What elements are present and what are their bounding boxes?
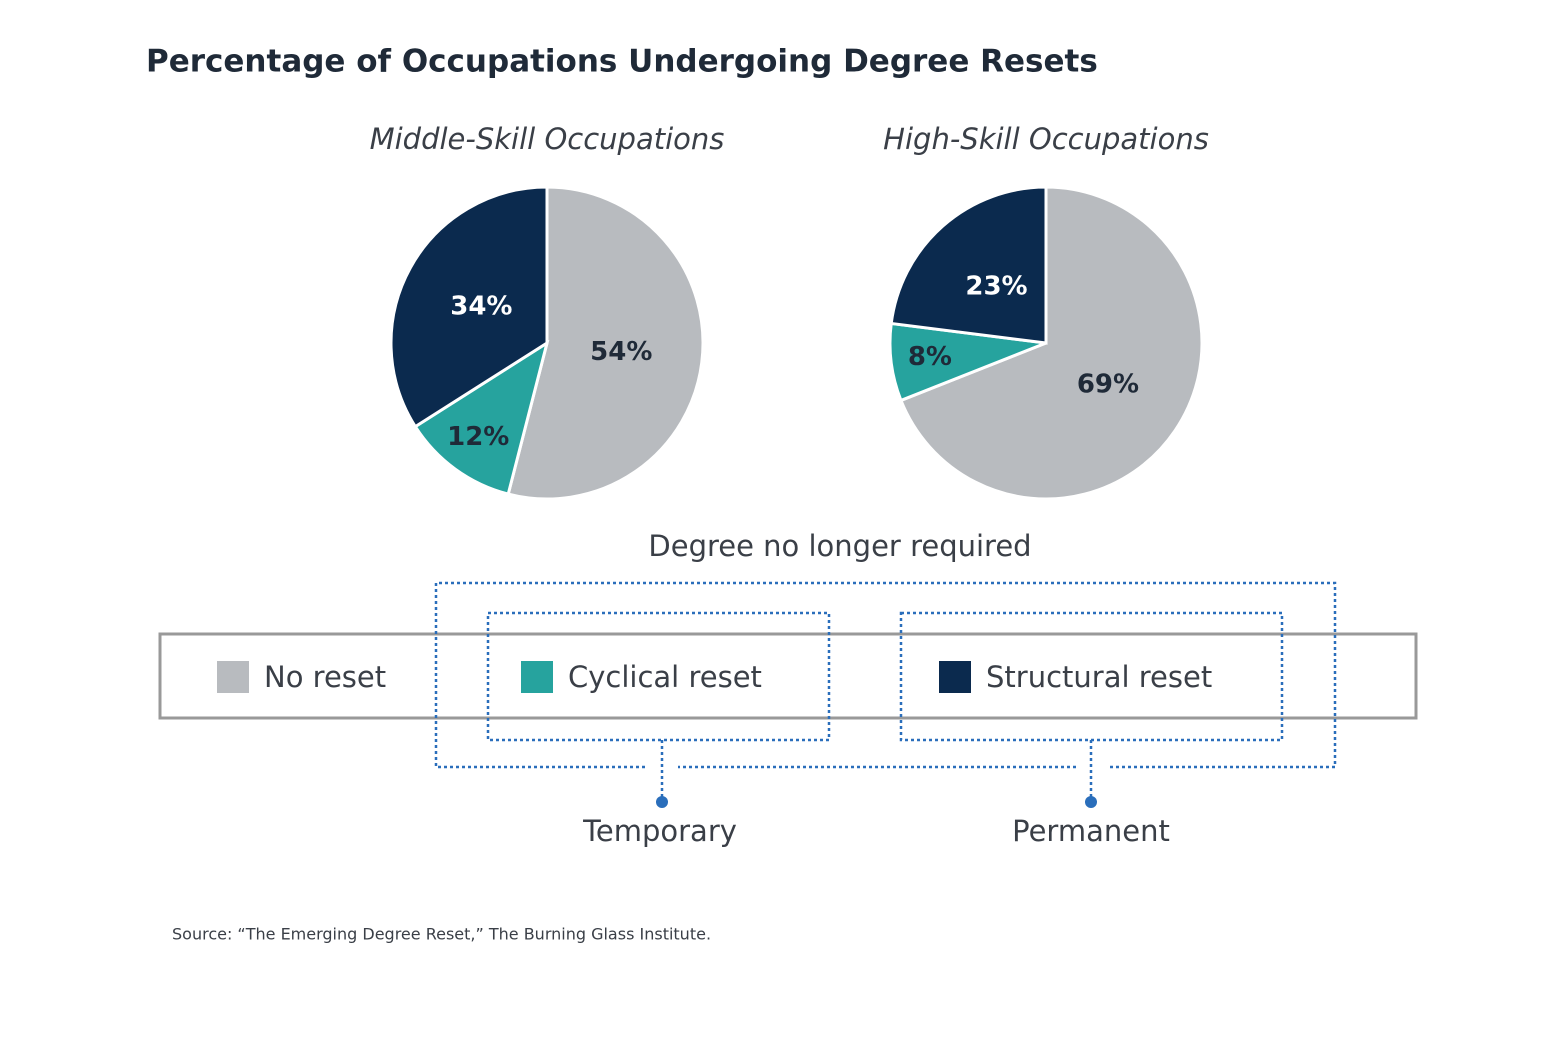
connector-dot: [1085, 796, 1097, 808]
legend-swatch: [939, 661, 971, 693]
source: Source: “The Emerging Degree Reset,” The…: [172, 925, 711, 944]
group-label: Degree no longer required: [648, 529, 1031, 563]
pie-title: Middle-Skill Occupations: [370, 122, 725, 156]
data-label: 34%: [450, 291, 512, 321]
pie-slice: [389, 185, 549, 429]
pie-slice: [506, 185, 705, 501]
legend-swatch: [521, 661, 553, 693]
pie-slice: [889, 185, 1048, 345]
pie-title: High-Skill Occupations: [883, 122, 1209, 156]
legend-label: No reset: [264, 660, 386, 694]
annotation: Temporary: [582, 814, 737, 848]
data-label: 12%: [447, 422, 509, 452]
connector: [660, 740, 1093, 802]
annotation: Permanent: [1012, 814, 1170, 848]
connector-dot: [656, 796, 668, 808]
data-label: 23%: [965, 271, 1027, 301]
pie-slice: [899, 185, 1204, 501]
legend-label: Structural reset: [986, 660, 1212, 694]
data-label: 8%: [908, 342, 952, 372]
data-label: 54%: [590, 337, 652, 367]
pie-slice: [413, 339, 550, 496]
bracket: [434, 581, 1337, 769]
legend-label: Cyclical reset: [568, 660, 762, 694]
data-label: 69%: [1077, 370, 1139, 400]
legend-swatch: [217, 661, 249, 693]
legend-box: [158, 632, 1418, 720]
bracket: [486, 611, 831, 742]
chart-title: Percentage of Occupations Undergoing Deg…: [146, 44, 1098, 80]
